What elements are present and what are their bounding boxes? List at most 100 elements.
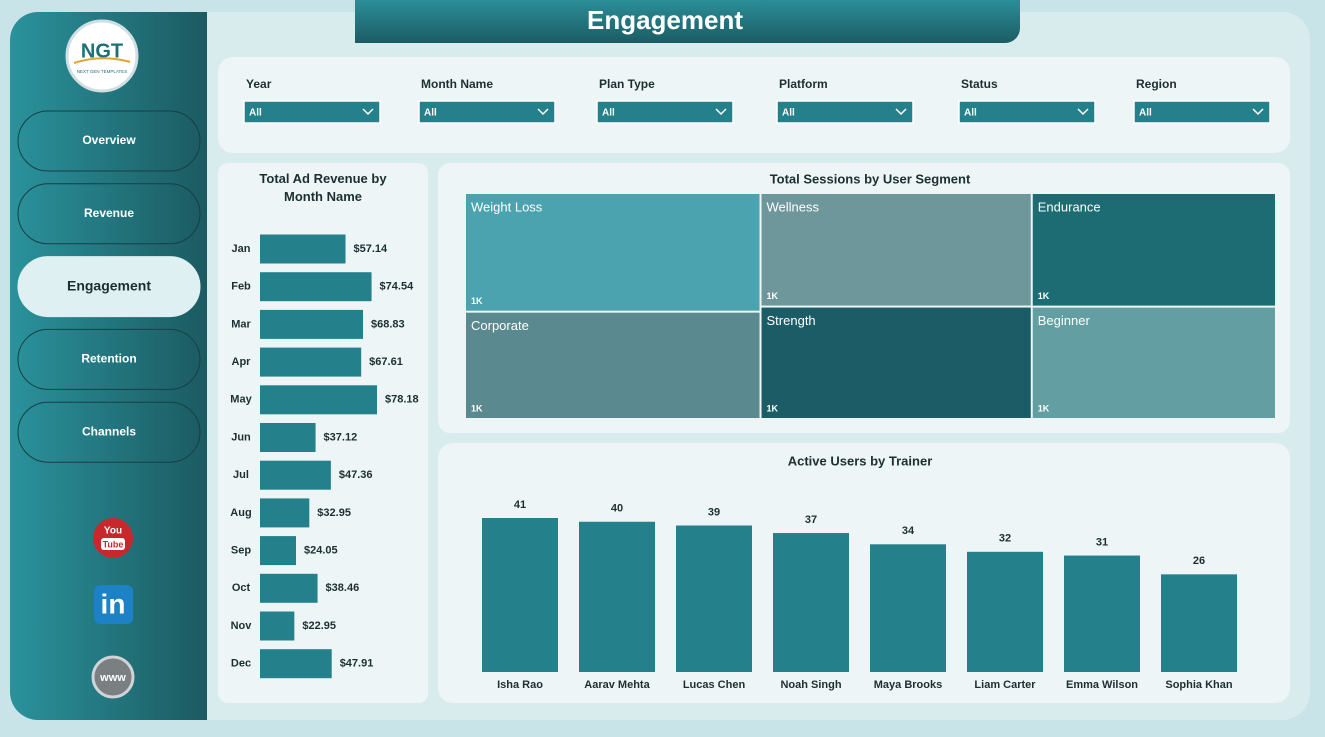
nav-button[interactable]	[17, 183, 201, 245]
value-label: $38.46	[326, 582, 360, 594]
category-label: Dec	[231, 658, 251, 670]
category-label: Lucas Chen	[683, 679, 746, 691]
value-label: $24.05	[304, 545, 338, 557]
bar	[260, 272, 372, 302]
bar	[773, 533, 849, 672]
treemap-tile	[1032, 194, 1275, 306]
dropdown-arrow	[362, 108, 374, 116]
value-label: $22.95	[302, 620, 336, 632]
dropdown-arrow	[895, 108, 907, 116]
category-label: Sophia Khan	[1165, 679, 1233, 691]
logo	[65, 19, 139, 93]
nav-button[interactable]	[17, 256, 201, 318]
dropdown-arrow	[1077, 108, 1089, 116]
category-label: Liam Carter	[974, 679, 1036, 691]
value-label: $47.91	[340, 658, 374, 670]
youtube-badge	[101, 538, 125, 550]
filter-value: All	[424, 108, 437, 119]
value-label: 32	[999, 533, 1011, 545]
bar	[967, 551, 1043, 672]
treemap-tile	[761, 307, 1031, 418]
dropdown-arrow	[715, 108, 727, 116]
treemap-tile	[466, 194, 760, 311]
value-label: $74.54	[380, 281, 415, 293]
tile-value: 1K	[471, 403, 483, 413]
tile-label: Endurance	[1038, 199, 1101, 214]
category-label: Noah Singh	[780, 679, 841, 691]
category-label: Feb	[231, 281, 251, 293]
category-label: Jan	[232, 243, 251, 255]
tile-value: 1K	[767, 403, 779, 413]
nav-label: Channels	[82, 424, 136, 438]
bar	[260, 498, 310, 528]
filter-label: Status	[961, 77, 998, 91]
chart-title: Total Sessions by User Segment	[770, 171, 971, 186]
category-label: Aug	[230, 507, 251, 519]
dropdown-arrow	[1252, 108, 1264, 116]
sidebar	[10, 12, 207, 720]
nav-button[interactable]	[17, 401, 201, 463]
tile-label: Weight Loss	[471, 199, 543, 214]
tile-value: 1K	[471, 296, 483, 306]
value-label: $47.36	[339, 469, 373, 481]
tile-label: Beginner	[1038, 313, 1091, 328]
filter-label: Platform	[779, 77, 828, 91]
nav-button[interactable]	[17, 328, 201, 390]
treemap-tile	[761, 194, 1031, 306]
logo-tagline: NEXT GEN TEMPLATES	[77, 69, 128, 74]
nav-label: Retention	[81, 352, 136, 366]
category-label: Nov	[231, 620, 253, 632]
category-label: Emma Wilson	[1066, 679, 1138, 691]
category-label: May	[230, 394, 252, 406]
bar	[260, 573, 318, 603]
value-label: $78.18	[385, 394, 419, 406]
filter-label: Plan Type	[599, 77, 655, 91]
filter-value: All	[249, 108, 262, 119]
category-label: Apr	[232, 356, 252, 368]
filter-label: Year	[246, 77, 272, 91]
filter-dropdown[interactable]	[418, 100, 556, 124]
filter-dropdown[interactable]	[776, 100, 914, 124]
bar	[260, 234, 346, 264]
value-label: $37.12	[324, 431, 358, 443]
tile-label: Strength	[767, 313, 816, 328]
value-label: 37	[805, 514, 817, 526]
linkedin-icon[interactable]	[94, 585, 133, 624]
category-label: Mar	[231, 318, 251, 330]
value-label: 39	[708, 506, 720, 518]
filter-dropdown[interactable]	[596, 100, 734, 124]
filter-panel	[218, 57, 1290, 153]
bar	[260, 347, 362, 377]
filter-dropdown[interactable]	[243, 100, 381, 124]
filter-dropdown[interactable]	[1133, 100, 1271, 124]
bar	[1064, 555, 1140, 672]
category-label: Oct	[232, 582, 251, 594]
filter-value: All	[1139, 108, 1152, 119]
category-label: Jul	[233, 469, 249, 481]
value-label: $32.95	[317, 507, 351, 519]
filter-value: All	[602, 108, 615, 119]
nav-button[interactable]	[17, 110, 201, 172]
web-icon[interactable]	[91, 655, 135, 699]
logo-text: NGT	[81, 40, 123, 62]
bar	[870, 544, 946, 672]
youtube-text: Tube	[103, 539, 124, 549]
logo-swoosh	[73, 57, 131, 64]
value-label: 41	[514, 499, 526, 511]
value-label: $67.61	[369, 356, 403, 368]
filter-label: Region	[1136, 77, 1177, 91]
header-tab	[355, 0, 1020, 43]
bar	[579, 521, 655, 672]
filter-dropdown[interactable]	[958, 100, 1096, 124]
treemap-tile	[1032, 307, 1275, 418]
tile-label: Wellness	[767, 199, 820, 214]
bar	[676, 525, 752, 672]
value-label: $57.14	[354, 243, 389, 255]
nav-label: Revenue	[84, 206, 134, 220]
tile-label: Corporate	[471, 318, 529, 333]
category-label: Sep	[231, 545, 251, 557]
filter-value: All	[782, 108, 795, 119]
bar	[1161, 574, 1237, 672]
bar	[260, 460, 331, 490]
